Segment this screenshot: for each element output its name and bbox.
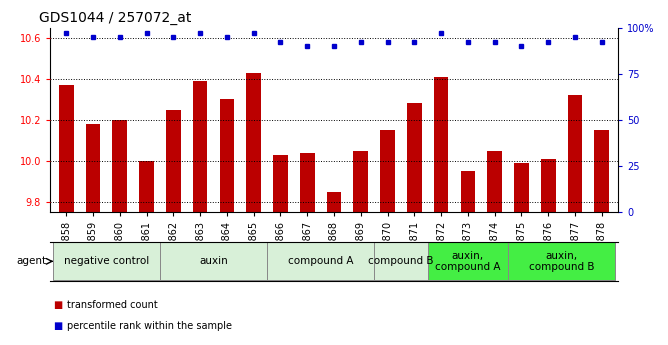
FancyBboxPatch shape	[508, 242, 615, 280]
FancyBboxPatch shape	[160, 242, 267, 280]
Bar	[166, 110, 180, 212]
Bar	[273, 155, 288, 212]
Bar	[353, 151, 368, 212]
Bar	[86, 124, 100, 212]
Text: auxin,
compound B: auxin, compound B	[529, 250, 595, 272]
Bar	[246, 73, 261, 212]
Text: GDS1044 / 257072_at: GDS1044 / 257072_at	[39, 11, 191, 25]
FancyBboxPatch shape	[374, 242, 428, 280]
Bar	[434, 77, 448, 212]
Bar	[380, 130, 395, 212]
Bar	[595, 130, 609, 212]
Bar	[514, 163, 529, 212]
Bar	[220, 99, 234, 212]
Bar	[139, 161, 154, 212]
Bar	[460, 171, 475, 212]
Bar	[59, 85, 73, 212]
Bar	[407, 104, 422, 212]
Text: ■: ■	[53, 300, 63, 310]
Text: transformed count: transformed count	[67, 300, 158, 310]
Text: percentile rank within the sample: percentile rank within the sample	[67, 321, 232, 331]
Bar	[327, 192, 341, 212]
Bar	[300, 153, 315, 212]
Text: compound A: compound A	[288, 256, 353, 266]
FancyBboxPatch shape	[428, 242, 508, 280]
FancyBboxPatch shape	[53, 242, 160, 280]
Bar	[568, 95, 582, 212]
Bar	[112, 120, 127, 212]
Text: auxin,
compound A: auxin, compound A	[435, 250, 500, 272]
Bar	[488, 151, 502, 212]
FancyBboxPatch shape	[267, 242, 374, 280]
Text: compound B: compound B	[368, 256, 434, 266]
Text: auxin: auxin	[199, 256, 228, 266]
Bar	[541, 159, 556, 212]
Text: negative control: negative control	[63, 256, 149, 266]
Bar	[193, 81, 208, 212]
Text: ■: ■	[53, 321, 63, 331]
Text: agent: agent	[17, 256, 47, 266]
